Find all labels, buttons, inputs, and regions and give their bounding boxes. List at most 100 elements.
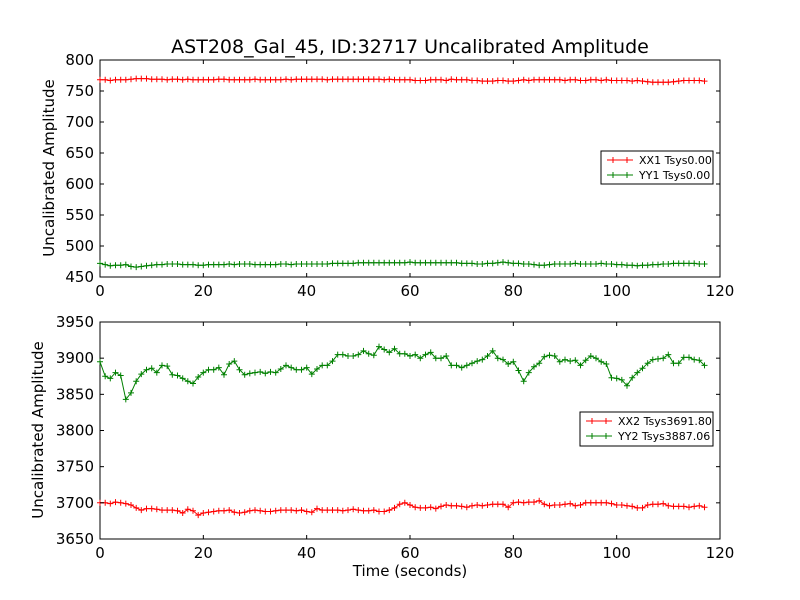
data-point-marker — [288, 76, 295, 83]
data-point-marker — [97, 358, 103, 365]
data-point-marker — [200, 76, 207, 83]
data-point-marker — [629, 78, 636, 85]
data-point-marker — [226, 261, 233, 267]
data-point-marker — [489, 347, 496, 354]
data-point-marker — [556, 76, 563, 83]
data-point-marker — [272, 261, 279, 268]
data-point-marker — [376, 259, 382, 266]
data-point-marker — [164, 261, 171, 267]
top-plot-series — [97, 75, 708, 271]
data-point-marker — [210, 366, 217, 373]
data-point-marker — [360, 76, 367, 83]
data-point-marker — [117, 372, 124, 379]
data-point-marker — [417, 504, 424, 511]
y-tick-label: 700 — [65, 113, 94, 131]
legend-box — [600, 150, 714, 185]
data-point-marker — [112, 262, 119, 269]
data-point-marker — [572, 76, 579, 83]
data-point-marker — [458, 260, 465, 267]
data-point-marker — [587, 353, 594, 359]
data-point-marker — [272, 76, 279, 83]
data-point-marker — [107, 77, 114, 84]
top-y-axis-label: Uncalibrated Amplitude — [40, 79, 58, 256]
data-point-marker — [174, 261, 181, 267]
data-point-marker — [112, 76, 119, 83]
data-point-marker — [401, 76, 408, 83]
data-point-marker — [510, 499, 517, 506]
data-point-marker — [396, 259, 403, 266]
data-point-marker — [112, 499, 119, 506]
data-point-marker — [252, 507, 258, 514]
data-point-marker — [572, 357, 579, 364]
data-point-marker — [236, 366, 243, 373]
legend-box — [579, 411, 714, 447]
data-point-marker — [298, 507, 305, 514]
data-point-marker — [531, 261, 537, 268]
data-point-marker — [365, 259, 372, 266]
data-point-marker — [670, 503, 677, 510]
data-point-marker — [494, 77, 501, 84]
bottom-y-axis-label: Uncalibrated Amplitude — [29, 341, 47, 518]
data-point-marker — [396, 501, 403, 508]
data-point-marker — [603, 499, 610, 506]
data-point-marker — [97, 76, 103, 83]
data-point-marker — [174, 372, 181, 379]
data-point-marker — [350, 506, 357, 513]
legend-marker — [589, 418, 609, 424]
data-point-marker — [525, 499, 532, 506]
data-point-marker — [536, 76, 543, 83]
data-point-marker — [479, 78, 486, 85]
data-point-marker — [655, 355, 661, 362]
data-point-marker — [556, 358, 563, 365]
data-point-marker — [298, 366, 305, 373]
data-point-marker — [577, 502, 584, 508]
legend-label: YY1 Tsys0.00 — [638, 169, 710, 182]
data-point-marker — [138, 75, 145, 82]
data-point-marker — [593, 499, 599, 506]
data-point-marker — [324, 261, 331, 267]
data-point-marker — [701, 504, 708, 511]
data-point-marker — [241, 371, 248, 378]
data-point-marker — [587, 499, 594, 506]
data-point-marker — [391, 259, 398, 266]
data-point-marker — [401, 499, 408, 506]
data-point-marker — [427, 349, 434, 356]
data-point-marker — [551, 502, 558, 508]
data-point-marker — [386, 507, 393, 514]
data-point-marker — [360, 259, 367, 266]
data-point-marker — [655, 79, 661, 86]
data-point-marker — [515, 260, 522, 267]
data-point-marker — [541, 353, 548, 360]
data-point-marker — [267, 76, 274, 83]
data-point-marker — [401, 350, 408, 357]
data-point-marker — [665, 79, 672, 86]
data-point-marker — [262, 76, 269, 83]
data-point-marker — [215, 76, 222, 83]
data-point-marker — [257, 368, 264, 375]
data-point-marker — [190, 261, 196, 268]
data-point-marker — [231, 76, 238, 83]
data-point-marker — [474, 358, 481, 365]
data-point-marker — [190, 507, 196, 514]
data-point-marker — [169, 371, 176, 378]
data-point-marker — [448, 362, 455, 369]
data-point-marker — [479, 502, 486, 509]
data-point-marker — [231, 261, 238, 268]
x-tick-label: 120 — [706, 544, 735, 562]
data-point-marker — [701, 362, 708, 369]
data-point-marker — [608, 77, 615, 84]
data-point-marker — [179, 261, 186, 268]
data-point-marker — [360, 347, 367, 354]
data-point-marker — [624, 77, 630, 84]
data-point-marker — [164, 507, 171, 514]
data-point-marker — [319, 76, 326, 83]
data-point-marker — [200, 369, 207, 376]
data-point-marker — [453, 362, 460, 369]
data-point-marker — [184, 261, 191, 268]
data-point-marker — [272, 369, 279, 376]
data-point-marker — [262, 370, 269, 377]
data-point-marker — [200, 262, 207, 269]
data-point-marker — [128, 263, 134, 270]
data-point-marker — [562, 261, 568, 267]
data-point-marker — [283, 76, 289, 83]
